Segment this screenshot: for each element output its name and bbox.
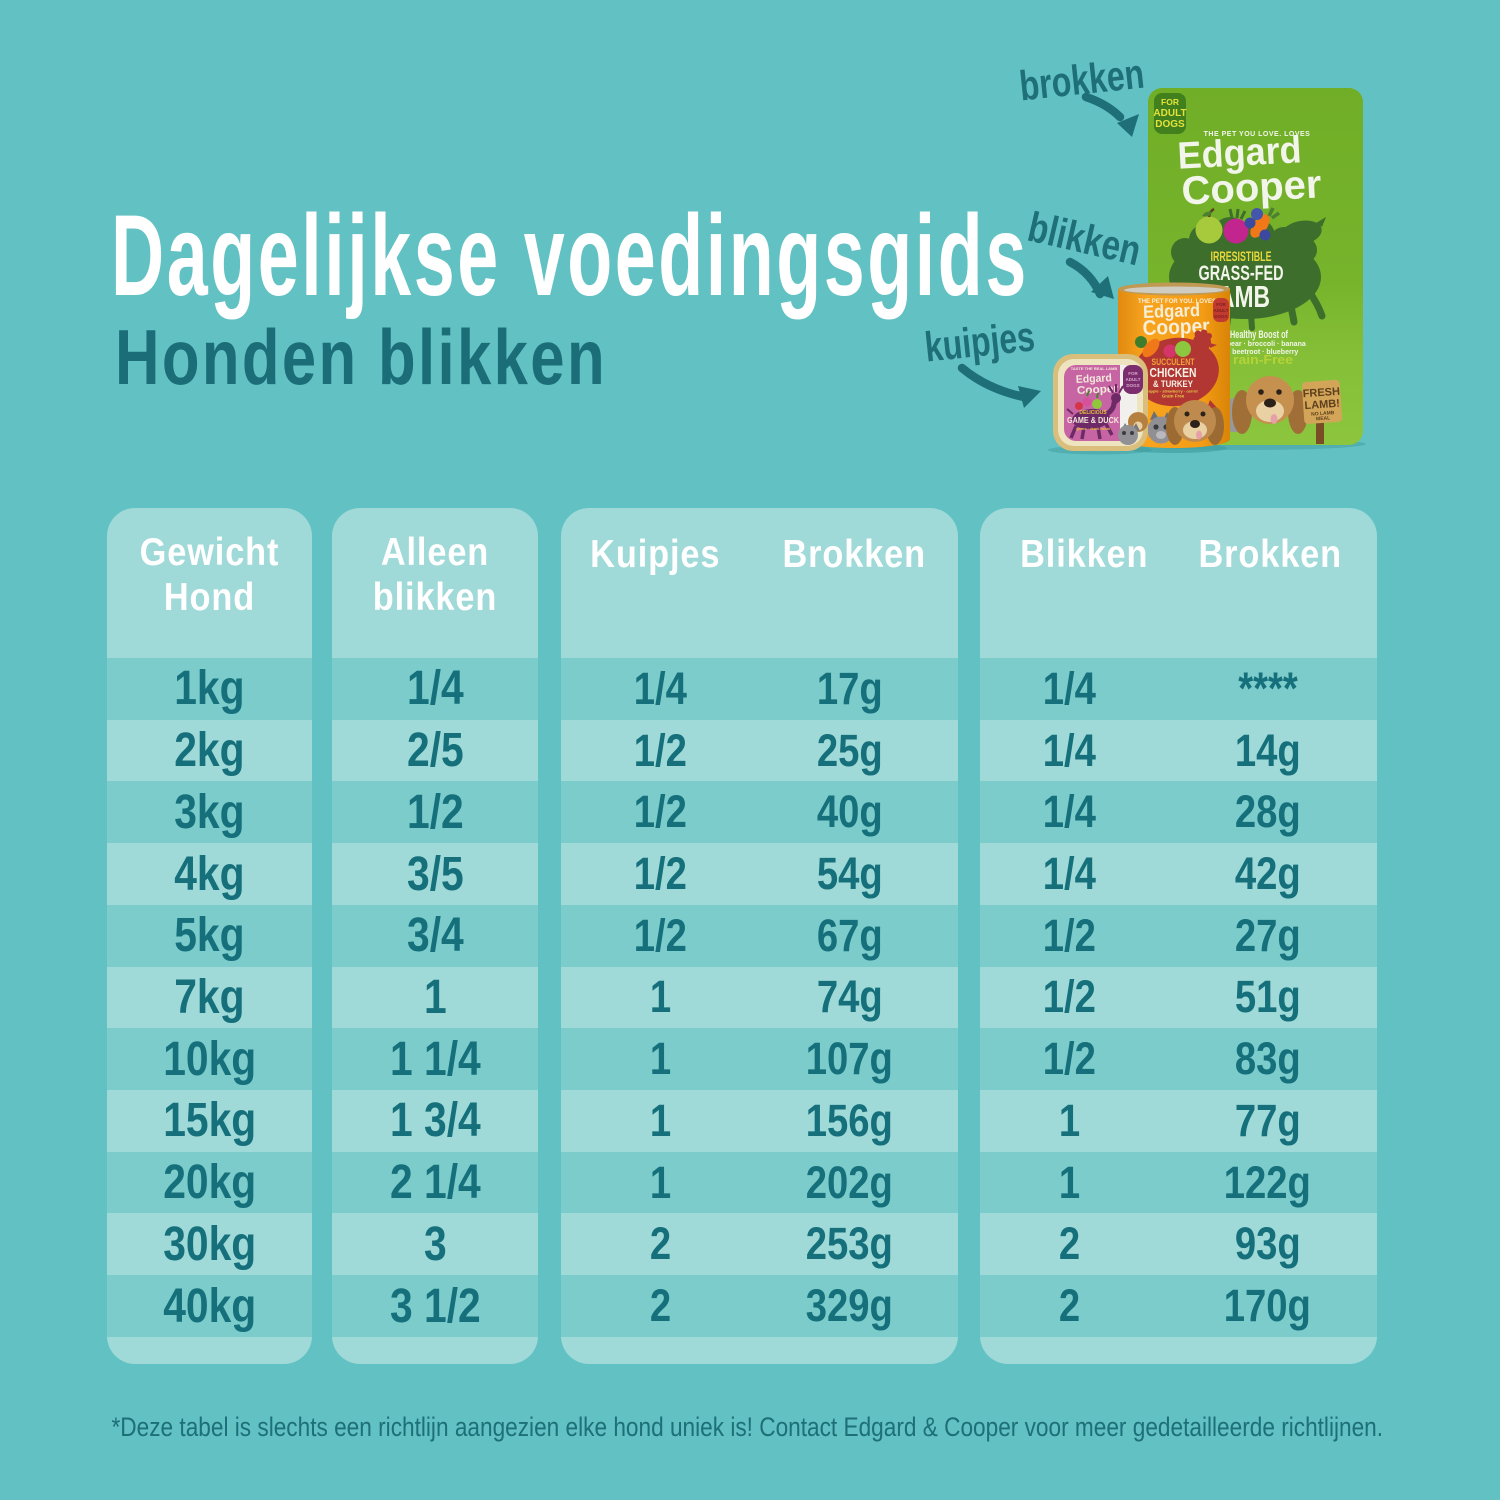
- svg-text:Edgard: Edgard: [1177, 129, 1303, 177]
- svg-text:rain-Free: rain-Free: [1233, 352, 1293, 367]
- svg-text:IRRESISTIBLE: IRRESISTIBLE: [1211, 249, 1272, 264]
- svg-text:brokken: brokken: [1017, 50, 1146, 110]
- svg-text:FOR: FOR: [1128, 371, 1138, 376]
- svg-text:Grain Free: Grain Free: [1162, 394, 1185, 399]
- svg-text:& TURKEY: & TURKEY: [1153, 379, 1194, 390]
- svg-text:DELICIOUS: DELICIOUS: [1079, 410, 1107, 416]
- svg-text:kuipjes: kuipjes: [923, 312, 1037, 370]
- svg-text:: · pear · broccoli · banana: : · pear · broccoli · banana: [1218, 341, 1306, 348]
- svg-text:MEAL: MEAL: [1316, 415, 1331, 422]
- svg-text:CHICKEN: CHICKEN: [1150, 366, 1197, 380]
- svg-text:apple · strawberry · carrot: apple · strawberry · carrot: [1148, 389, 1198, 394]
- svg-text:THE PET YOU LOVE. LOVES: THE PET YOU LOVE. LOVES: [1204, 131, 1311, 138]
- svg-text:Edgard: Edgard: [1076, 372, 1113, 386]
- svg-text:DOGS: DOGS: [1155, 119, 1185, 130]
- svg-text:ADULT: ADULT: [1214, 308, 1229, 313]
- svg-text:THE PET FOR YOU. LOVES: THE PET FOR YOU. LOVES: [1138, 299, 1216, 305]
- svg-text:blikken: blikken: [1024, 203, 1146, 274]
- svg-text:game · duck meat: game · duck meat: [1076, 426, 1110, 431]
- svg-text:GRASS-FED: GRASS-FED: [1199, 262, 1284, 285]
- svg-text:FRESH: FRESH: [1302, 386, 1340, 401]
- svg-text:FOR: FOR: [1216, 302, 1226, 307]
- svg-text:NO LAMB: NO LAMB: [1311, 410, 1335, 418]
- svg-text:Healthy Boost of: Healthy Boost of: [1230, 329, 1288, 341]
- svg-text:ADULT: ADULT: [1126, 377, 1141, 382]
- svg-text:h · beetroot · blueberry: h · beetroot · blueberry: [1222, 349, 1299, 356]
- svg-text:Edgard: Edgard: [1143, 300, 1201, 322]
- svg-text:DOGS: DOGS: [1126, 383, 1139, 388]
- svg-text:DOGS: DOGS: [1214, 314, 1227, 319]
- svg-text:SUCCULENT: SUCCULENT: [1152, 357, 1195, 368]
- svg-text:Cooper: Cooper: [1180, 162, 1322, 213]
- svg-text:FOR: FOR: [1161, 97, 1179, 107]
- svg-text:GAME & DUCK: GAME & DUCK: [1067, 416, 1119, 425]
- svg-text:LAMB!: LAMB!: [1304, 398, 1340, 412]
- svg-text:ADULT: ADULT: [1153, 108, 1186, 119]
- svg-text:TASTE THE REAL LAMB: TASTE THE REAL LAMB: [1071, 366, 1118, 371]
